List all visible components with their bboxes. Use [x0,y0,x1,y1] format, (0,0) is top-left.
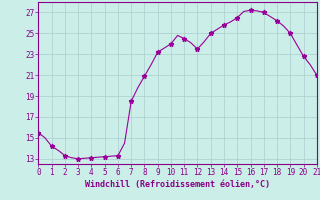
X-axis label: Windchill (Refroidissement éolien,°C): Windchill (Refroidissement éolien,°C) [85,180,270,189]
